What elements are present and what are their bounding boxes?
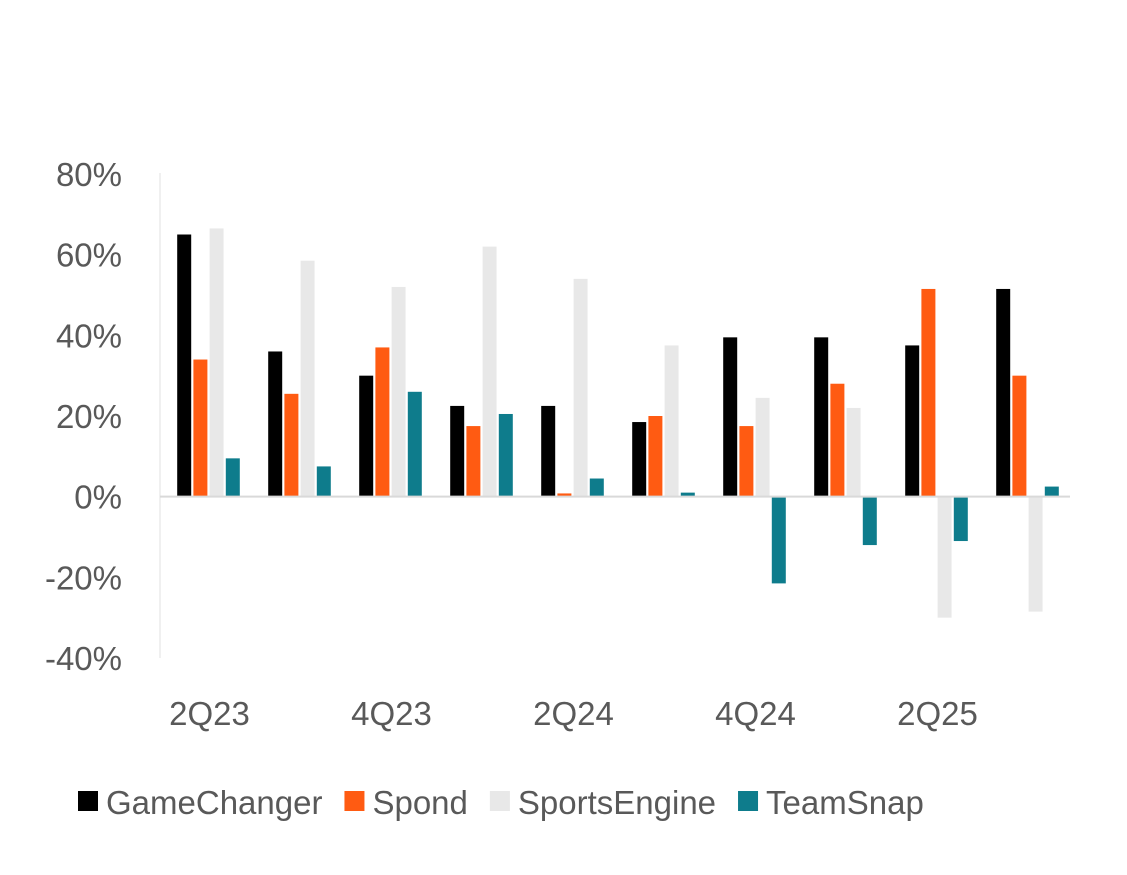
bar-sportsengine-3q23: [300, 260, 315, 497]
y-tick-label: 60%: [56, 237, 122, 274]
legend-item-gamechanger: GameChanger: [78, 784, 322, 821]
bar-group-1q24: [450, 246, 513, 497]
bar-teamsnap-1q24: [498, 413, 513, 497]
y-tick-label: 80%: [56, 156, 122, 193]
bar-group-4q23: [359, 286, 422, 497]
bar-group-2q25: [905, 288, 968, 618]
bar-group-4q24: [723, 337, 786, 584]
bar-groups: [177, 228, 1059, 618]
bar-teamsnap-2q24: [589, 478, 604, 497]
bar-sportsengine-4q24: [755, 397, 770, 497]
bar-sportsengine-4q23: [391, 286, 406, 497]
bar-gamechanger-4q24: [723, 337, 738, 497]
bar-gamechanger-1q25: [814, 337, 829, 497]
bar-sportsengine-2q23: [209, 228, 224, 497]
bar-spond-3q24: [648, 416, 663, 497]
bar-teamsnap-1q25: [862, 496, 877, 546]
bar-spond-3q23: [284, 393, 299, 497]
bar-group-3q24: [632, 345, 695, 497]
legend-label: Spond: [372, 784, 467, 821]
bar-group-1q25: [814, 337, 877, 546]
bar-spond-3q25: [1012, 375, 1027, 497]
legend-swatch: [344, 791, 365, 811]
bar-spond-2q24: [557, 493, 572, 497]
bar-sportsengine-2q25: [937, 496, 952, 618]
bar-teamsnap-2q25: [953, 496, 968, 542]
bar-teamsnap-2q23: [225, 458, 240, 497]
x-tick-labels: 2Q23 4Q23 2Q24 4Q24 2Q25: [169, 695, 978, 732]
x-tick-label: 2Q24: [533, 695, 614, 732]
x-tick-label: 2Q25: [897, 695, 978, 732]
legend-swatch: [489, 791, 510, 811]
bar-group-3q25: [996, 288, 1059, 612]
bar-spond-2q23: [193, 359, 208, 497]
bar-teamsnap-3q25: [1044, 486, 1059, 497]
bar-teamsnap-3q24: [680, 492, 695, 497]
legend-item-spond: Spond: [344, 784, 468, 821]
y-tick-label: 40%: [56, 317, 122, 354]
legend-swatch: [78, 791, 98, 811]
bar-gamechanger-4q23: [359, 375, 374, 497]
bar-gamechanger-2q25: [905, 345, 920, 497]
bar-spond-4q23: [375, 347, 390, 497]
legend-label: TeamSnap: [766, 784, 924, 821]
bar-group-2q23: [177, 228, 240, 497]
bar-spond-2q25: [921, 288, 936, 497]
bar-group-2q24: [541, 278, 604, 497]
y-tick-label: -40%: [45, 640, 122, 677]
bar-teamsnap-4q23: [407, 391, 422, 497]
bar-gamechanger-2q23: [177, 234, 192, 497]
x-tick-label: 4Q23: [351, 695, 432, 732]
x-tick-label: 2Q23: [169, 695, 250, 732]
bar-group-3q23: [268, 260, 331, 497]
bar-gamechanger-3q25: [996, 288, 1011, 497]
legend-label: GameChanger: [106, 784, 322, 821]
y-tick-labels: 80% 60% 40% 20% 0% -20% -40%: [45, 156, 122, 677]
bar-teamsnap-4q24: [771, 496, 786, 584]
y-tick-label: -20%: [45, 559, 122, 596]
legend: GameChanger Spond SportsEngine TeamSnap: [78, 784, 924, 821]
bar-sportsengine-2q24: [573, 278, 588, 497]
y-tick-label: 20%: [56, 398, 122, 435]
bar-sportsengine-1q24: [482, 246, 497, 497]
legend-swatch: [738, 791, 759, 811]
bar-sportsengine-3q24: [664, 345, 679, 497]
bar-spond-1q25: [830, 383, 845, 497]
legend-item-teamsnap: TeamSnap: [738, 784, 924, 821]
y-tick-label: 0%: [74, 479, 122, 516]
bar-spond-1q24: [466, 426, 481, 497]
bar-gamechanger-1q24: [450, 405, 465, 497]
legend-label: SportsEngine: [518, 784, 716, 821]
bar-gamechanger-3q24: [632, 422, 647, 497]
x-tick-label: 4Q24: [715, 695, 796, 732]
bar-sportsengine-1q25: [846, 407, 861, 497]
bar-spond-4q24: [739, 426, 754, 497]
bar-gamechanger-2q24: [541, 405, 556, 497]
legend-item-sportsengine: SportsEngine: [489, 784, 716, 821]
bar-teamsnap-3q23: [316, 466, 331, 497]
bar-gamechanger-3q23: [268, 351, 283, 497]
bar-sportsengine-3q25: [1028, 496, 1043, 612]
